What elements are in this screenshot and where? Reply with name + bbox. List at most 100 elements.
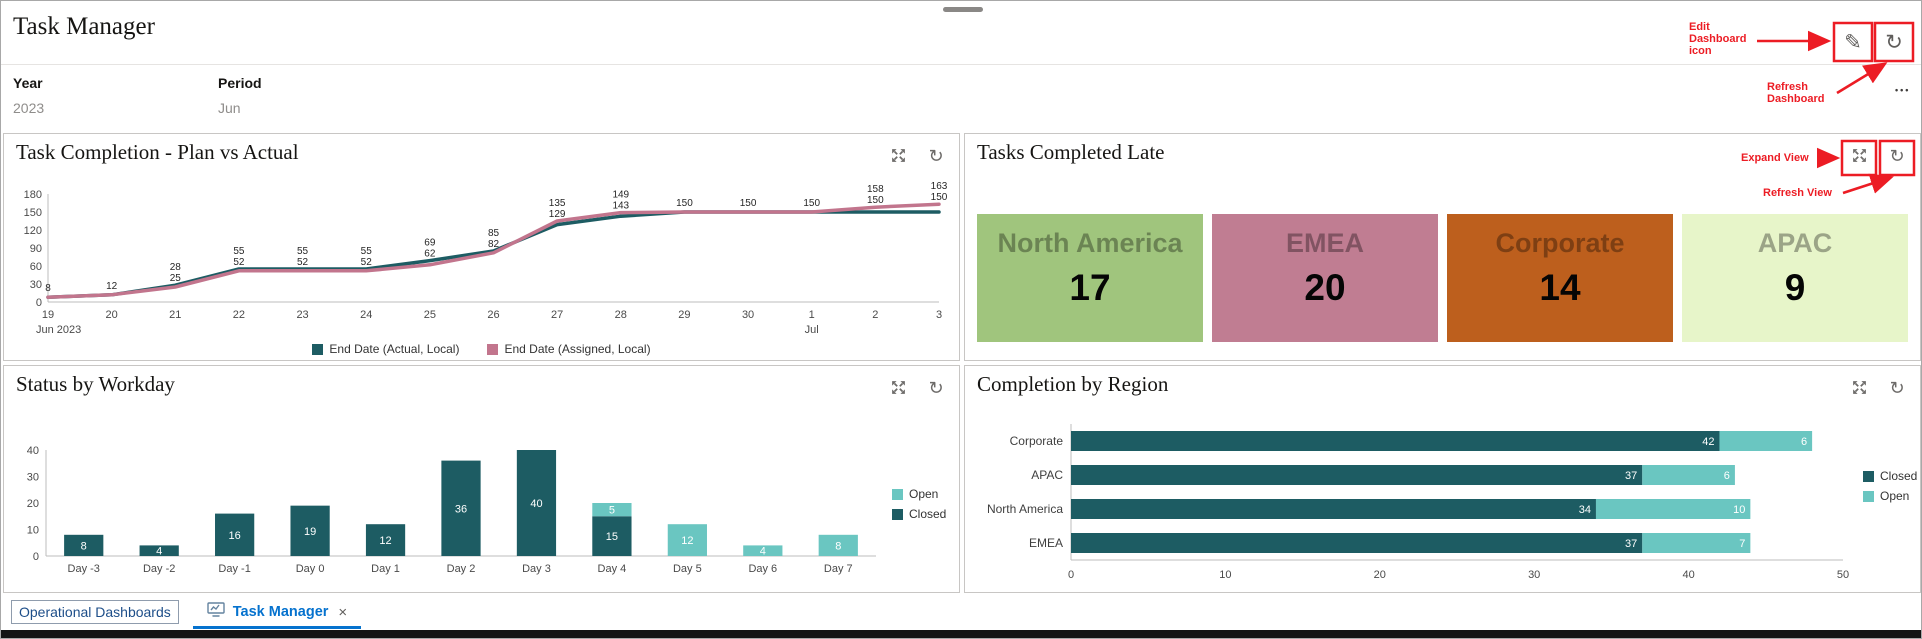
- status-legend: Open Closed: [892, 487, 946, 521]
- svg-text:55: 55: [361, 246, 373, 257]
- expand-view-button[interactable]: [883, 374, 913, 404]
- expand-view-button[interactable]: [883, 142, 913, 172]
- annotation-edit-dashboard: Edit Dashboard icon: [1689, 21, 1747, 57]
- legend-swatch: [312, 343, 324, 355]
- svg-text:15: 15: [606, 531, 618, 543]
- dashboard-grid: Task Completion - Plan vs Actual ↻ 0 30 60…: [3, 133, 1921, 593]
- panel-title-tasks-completed-late: Tasks Completed Late: [977, 140, 1165, 164]
- svg-text:20: 20: [27, 498, 39, 510]
- svg-text:10: 10: [1219, 569, 1231, 581]
- task-completion-chart[interactable]: 0 30 60 90 120 150 180 8 12 28 25 55 52 55 52 55 52 69 62 8…: [8, 176, 959, 341]
- svg-text:North America: North America: [987, 502, 1063, 516]
- svg-text:26: 26: [487, 309, 499, 321]
- svg-text:30: 30: [1528, 569, 1540, 581]
- svg-text:150: 150: [931, 192, 948, 203]
- tab-bar: Operational Dashboards Task Manager ×: [3, 595, 1921, 629]
- svg-text:4: 4: [760, 546, 766, 558]
- task-completion-legend: End Date (Actual, Local) End Date (Assign…: [4, 342, 959, 356]
- svg-text:40: 40: [530, 498, 542, 510]
- svg-text:12: 12: [681, 535, 693, 547]
- svg-text:Day 4: Day 4: [598, 563, 627, 575]
- svg-text:7: 7: [1739, 538, 1745, 550]
- panel-drag-handle[interactable]: [943, 7, 983, 12]
- svg-text:27: 27: [551, 309, 563, 321]
- svg-text:52: 52: [297, 257, 309, 268]
- panel-status-by-workday: Status by Workday ↻ 0 10 20 30 40 8 Day -3 4 Day…: [3, 365, 960, 593]
- svg-text:40: 40: [1682, 569, 1694, 581]
- tile-apac[interactable]: APAC 9: [1682, 214, 1908, 342]
- tile-value: 17: [1069, 267, 1111, 308]
- tile-north-america[interactable]: North America 17: [977, 214, 1203, 342]
- svg-text:Day 1: Day 1: [371, 563, 400, 575]
- svg-text:20: 20: [1374, 569, 1386, 581]
- expand-view-button[interactable]: [1844, 142, 1874, 172]
- legend-swatch: [1863, 470, 1874, 482]
- svg-text:25: 25: [170, 273, 182, 284]
- svg-text:0: 0: [33, 551, 39, 563]
- tile-emea[interactable]: EMEA 20: [1212, 214, 1438, 342]
- tab-label: Task Manager: [232, 604, 329, 620]
- expand-icon: [890, 379, 907, 399]
- tile-corporate[interactable]: Corporate 14: [1447, 214, 1673, 342]
- edit-dashboard-button[interactable]: ✎: [1835, 24, 1871, 60]
- annotation-refresh-dashboard: Refresh Dashboard: [1767, 81, 1825, 105]
- svg-text:2: 2: [872, 309, 878, 321]
- close-tab-icon[interactable]: ×: [338, 603, 348, 621]
- overflow-menu-icon[interactable]: •••: [1895, 85, 1911, 95]
- svg-text:Day 7: Day 7: [824, 563, 853, 575]
- svg-text:30: 30: [742, 309, 754, 321]
- svg-text:149: 149: [612, 190, 629, 201]
- legend-label: End Date (Actual, Local): [329, 342, 460, 356]
- refresh-view-button[interactable]: ↻: [921, 374, 951, 404]
- period-value[interactable]: Jun: [218, 100, 241, 116]
- year-label: Year: [13, 75, 43, 91]
- refresh-dashboard-button[interactable]: ↻: [1876, 24, 1912, 60]
- svg-text:24: 24: [360, 309, 372, 321]
- svg-text:150: 150: [24, 207, 42, 219]
- svg-text:37: 37: [1625, 470, 1637, 482]
- svg-text:8: 8: [81, 540, 87, 552]
- legend-item: Closed: [892, 507, 946, 521]
- header-divider: [1, 64, 1921, 65]
- svg-text:30: 30: [30, 279, 42, 291]
- svg-text:Jul: Jul: [805, 324, 819, 336]
- expand-view-button[interactable]: [1844, 374, 1874, 404]
- tab-task-manager[interactable]: Task Manager ×: [192, 595, 362, 629]
- svg-text:20: 20: [106, 309, 118, 321]
- svg-text:29: 29: [678, 309, 690, 321]
- refresh-view-button[interactable]: ↻: [1882, 142, 1912, 172]
- svg-text:60: 60: [30, 261, 42, 273]
- svg-text:28: 28: [615, 309, 627, 321]
- svg-text:5: 5: [609, 505, 615, 517]
- page-title: Task Manager: [13, 13, 155, 40]
- pencil-icon: ✎: [1844, 29, 1862, 54]
- refresh-view-button[interactable]: ↻: [1882, 374, 1912, 404]
- legend-item: End Date (Actual, Local): [312, 342, 459, 356]
- legend-label: Closed: [909, 507, 947, 521]
- completion-by-region-chart[interactable]: 42 6 Corporate 37 6 APAC 34 10 North America 37 7 E…: [973, 418, 1920, 588]
- tile-region-label: APAC: [1757, 228, 1833, 258]
- svg-text:40: 40: [27, 445, 39, 457]
- tile-value: 20: [1304, 267, 1346, 308]
- svg-text:0: 0: [1068, 569, 1074, 581]
- svg-text:150: 150: [803, 198, 820, 209]
- svg-text:EMEA: EMEA: [1029, 536, 1063, 550]
- svg-text:1: 1: [809, 309, 815, 321]
- svg-text:129: 129: [549, 209, 566, 220]
- refresh-view-button[interactable]: ↻: [921, 142, 951, 172]
- svg-text:19: 19: [304, 526, 316, 538]
- svg-text:62: 62: [424, 249, 436, 260]
- breadcrumb-operational-dashboards[interactable]: Operational Dashboards: [11, 600, 179, 624]
- tile-region-label: North America: [997, 228, 1183, 258]
- panel-title-task-completion: Task Completion - Plan vs Actual: [16, 140, 299, 164]
- svg-text:23: 23: [296, 309, 308, 321]
- tile-region-label: Corporate: [1495, 228, 1625, 258]
- status-by-workday-chart[interactable]: 0 10 20 30 40 8 Day -3 4 Day -2 16 Day -1 19 Day 0 12…: [10, 442, 959, 584]
- svg-text:52: 52: [361, 257, 373, 268]
- svg-text:82: 82: [488, 239, 500, 250]
- tile-value: 14: [1539, 267, 1581, 308]
- svg-text:50: 50: [1837, 569, 1849, 581]
- year-value[interactable]: 2023: [13, 100, 45, 116]
- svg-text:16: 16: [229, 530, 241, 542]
